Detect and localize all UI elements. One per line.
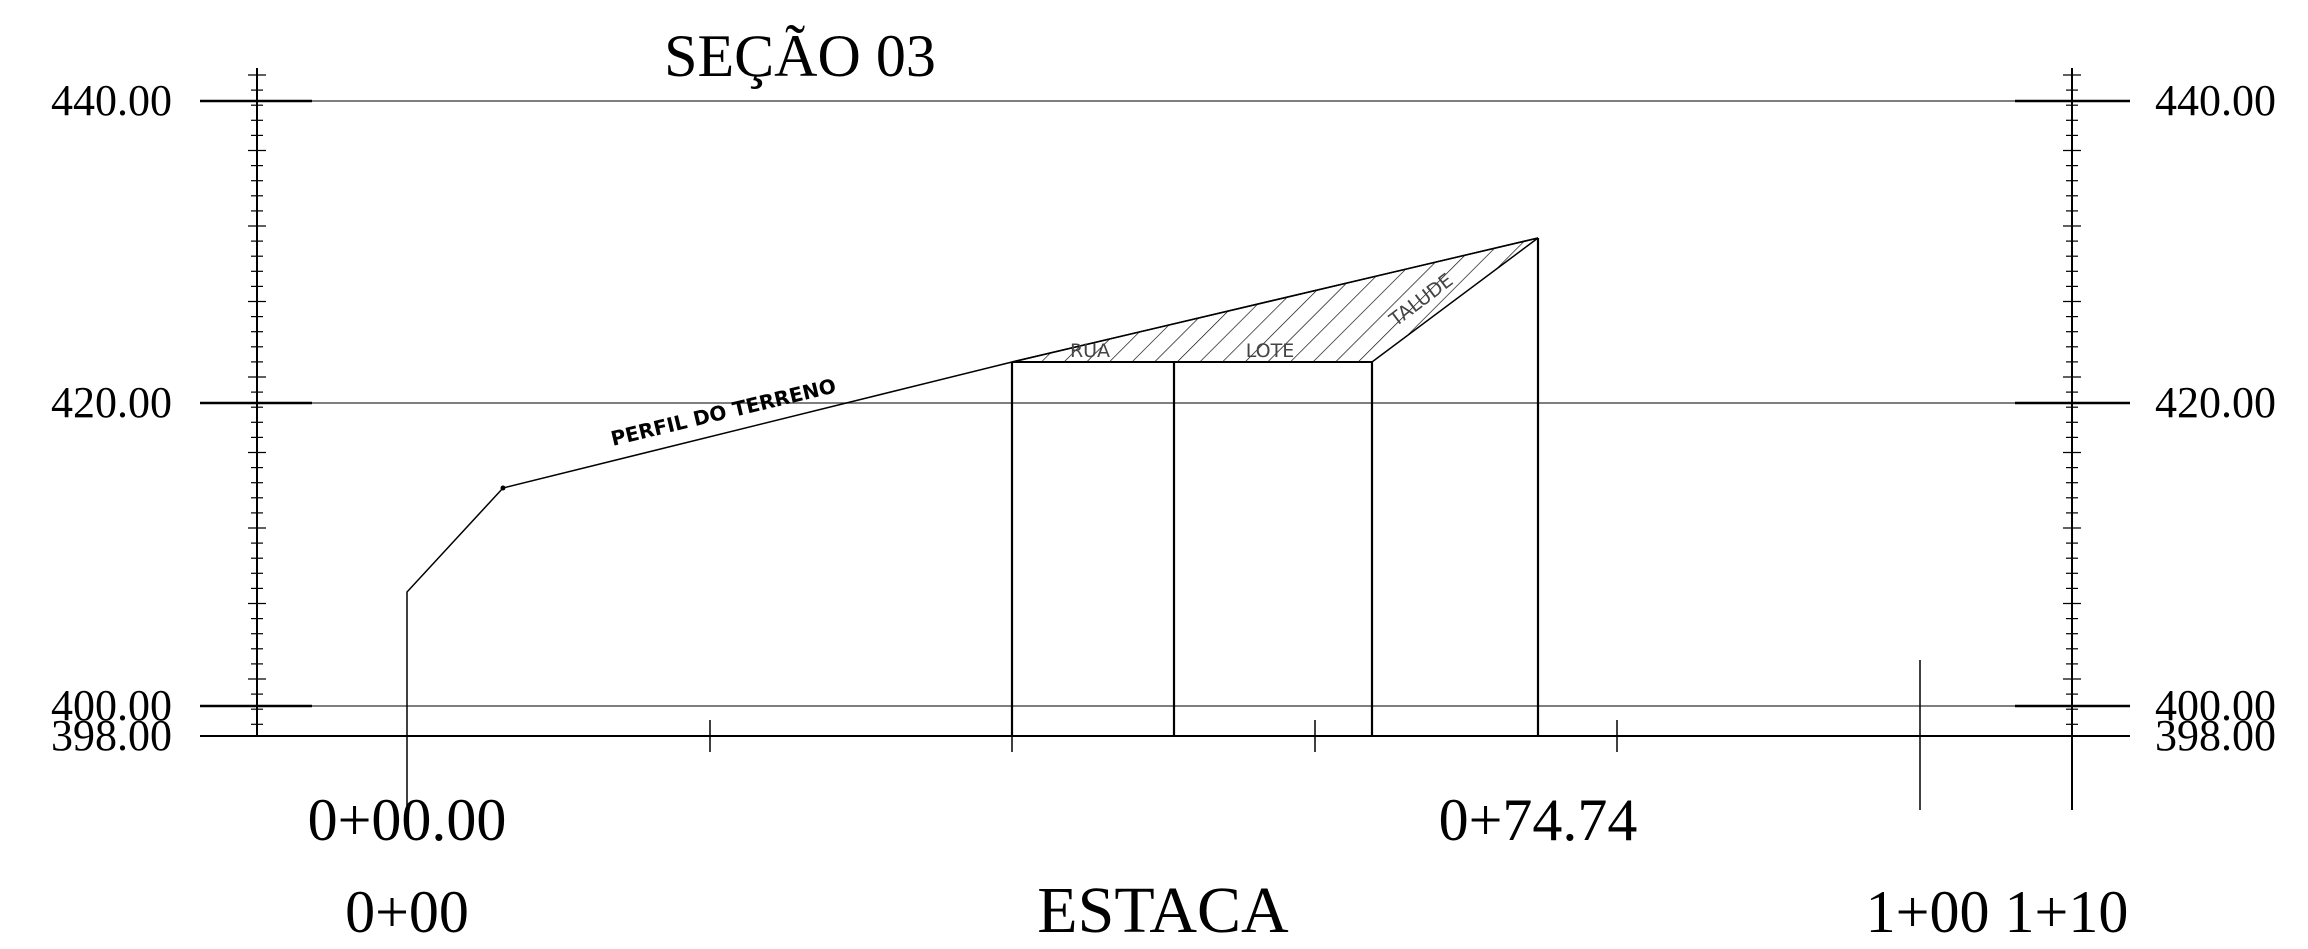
axis-end-ticks: 1+00 1+10 — [1866, 879, 2129, 945]
zone-label-lote: LOTE — [1246, 340, 1294, 362]
elev-label-440-right: 440.00 — [2155, 76, 2276, 125]
profile-vertex — [500, 485, 506, 491]
station-start-mark: 0+00.00 — [308, 787, 507, 853]
axis-origin-label: 0+00 — [345, 879, 469, 945]
elev-label-398-left: 398.00 — [51, 711, 172, 760]
elev-label-400-right: 400.00 — [2155, 681, 2276, 730]
elev-label-400-left: 400.00 — [51, 681, 172, 730]
elev-label-420-left: 420.00 — [51, 378, 172, 427]
elev-label-398-right: 398.00 — [2155, 711, 2276, 760]
ruler-ticks — [248, 74, 2081, 725]
elev-label-440-left: 440.00 — [51, 76, 172, 125]
elev-label-420-right: 420.00 — [2155, 378, 2276, 427]
section-title: SEÇÃO 03 — [664, 23, 936, 89]
zone-label-rua: RUA — [1070, 340, 1110, 362]
station-end-mark: 0+74.74 — [1439, 787, 1638, 853]
station-ticks — [406, 660, 1921, 810]
elevation-grid — [200, 99, 2130, 737]
axis-title: ESTACA — [1037, 874, 1289, 947]
terrain-profile-label: PERFIL DO TERRENO — [608, 374, 838, 451]
